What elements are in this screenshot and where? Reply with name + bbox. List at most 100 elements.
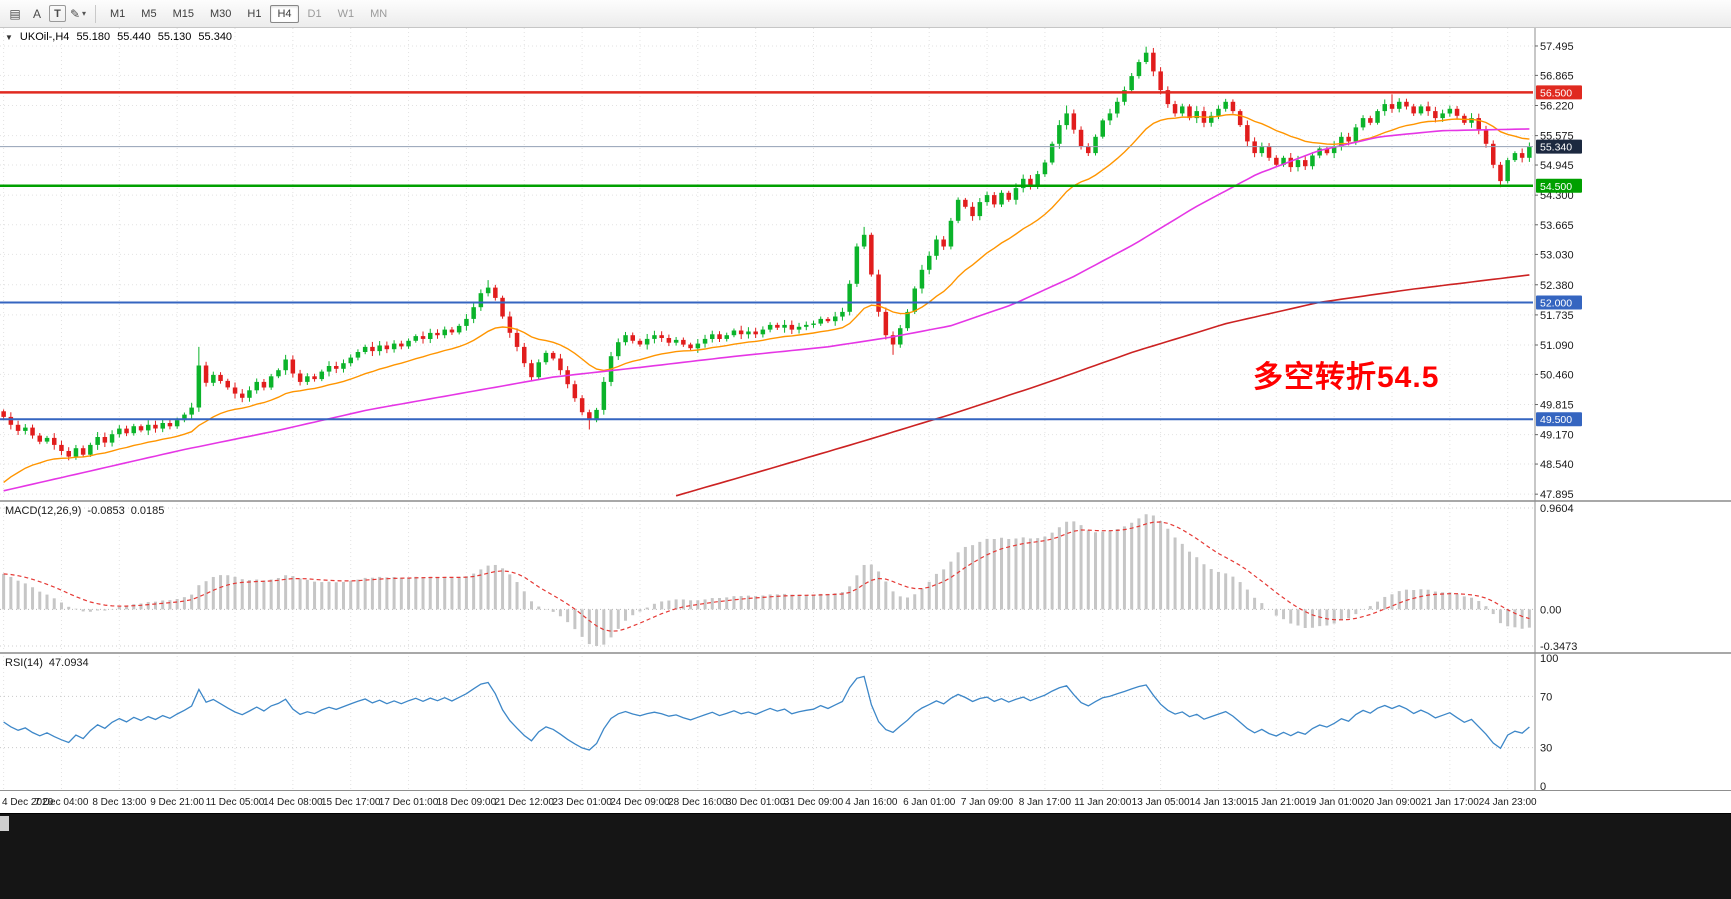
rsi-value: 47.0934 [48,657,89,669]
symbol-period-label: UKOil-,H4 [19,31,70,43]
svg-text:52.380: 52.380 [1540,280,1574,292]
rsi-name: RSI(14) [5,657,43,669]
price-axis[interactable]: 57.49556.86556.22055.57554.94554.30053.6… [1534,28,1582,793]
svg-text:19 Jan 01:00: 19 Jan 01:00 [1305,797,1363,808]
chart-list-icon: ▤ [9,6,21,21]
svg-text:11 Jan 20:00: 11 Jan 20:00 [1074,797,1132,808]
text-tool-icon: T [54,7,61,20]
svg-text:56.220: 56.220 [1540,100,1574,112]
toolbar: ▤ A T ✎ ▾ M1 M5 M15 M30 H1 H4 D1 W1 MN [0,0,1731,28]
svg-text:-0.3473: -0.3473 [1540,641,1577,653]
svg-text:53.030: 53.030 [1540,249,1574,261]
symbol-header: ▼ UKOil-,H4 55.180 55.440 55.130 55.340 [5,31,232,43]
svg-text:9 Dec 21:00: 9 Dec 21:00 [150,797,204,808]
svg-text:48.540: 48.540 [1540,459,1574,471]
svg-text:55.340: 55.340 [1540,142,1572,154]
svg-text:53.665: 53.665 [1540,220,1574,232]
timeframe-m1-button[interactable]: M1 [110,7,126,20]
svg-text:31 Dec 09:00: 31 Dec 09:00 [784,797,844,808]
svg-text:24 Dec 09:00: 24 Dec 09:00 [610,797,670,808]
svg-text:56.500: 56.500 [1540,87,1572,99]
close-value: 55.340 [198,31,233,43]
timeframe-h1-button[interactable]: H1 [247,7,262,20]
text-tool-button[interactable]: T [49,5,66,22]
svg-text:21 Jan 17:00: 21 Jan 17:00 [1421,797,1479,808]
svg-text:14 Dec 08:00: 14 Dec 08:00 [263,797,323,808]
open-value: 55.180 [76,31,111,43]
bottom-scrollbar[interactable] [0,813,1731,899]
toolbar-separator [95,4,96,23]
svg-text:49.500: 49.500 [1540,414,1572,426]
timeframe-m15-button[interactable]: M15 [172,7,194,20]
svg-text:49.815: 49.815 [1540,400,1574,412]
svg-text:47.895: 47.895 [1540,489,1574,501]
svg-text:11 Dec 05:00: 11 Dec 05:00 [206,797,265,808]
chart-list-button[interactable]: ▤ [5,4,25,24]
svg-text:52.000: 52.000 [1540,298,1572,310]
svg-text:70: 70 [1540,691,1552,703]
draw-tool-button[interactable]: ✎ ▾ [68,4,88,24]
candlestick-series[interactable] [1,46,1532,461]
low-value: 55.130 [157,31,192,43]
timeframe-mn-button[interactable]: MN [370,7,388,20]
svg-text:51.090: 51.090 [1540,340,1574,352]
high-value: 55.440 [117,31,151,43]
collapse-chevron-icon[interactable]: ▼ [5,32,13,42]
svg-text:28 Dec 16:00: 28 Dec 16:00 [668,797,728,808]
svg-text:24 Jan 23:00: 24 Jan 23:00 [1479,797,1537,808]
svg-text:7 Jan 09:00: 7 Jan 09:00 [961,797,1014,808]
svg-text:0.9604: 0.9604 [1540,503,1574,515]
svg-text:0.00: 0.00 [1540,604,1561,616]
chart-annotation: 多空转折54.5 [1253,361,1440,394]
svg-text:8 Jan 17:00: 8 Jan 17:00 [1019,797,1072,808]
macd-name: MACD(12,26,9) [5,505,82,517]
scrollbar-nub[interactable] [0,816,9,831]
svg-text:23 Dec 01:00: 23 Dec 01:00 [552,797,612,808]
rsi-pane[interactable] [0,675,1533,751]
arrow-tool-button[interactable]: A [27,4,47,24]
timeframe-w1-button[interactable]: W1 [337,7,355,20]
timeframe-d1-button[interactable]: D1 [307,7,322,20]
svg-text:56.865: 56.865 [1540,70,1574,82]
draw-tool-icon: ✎ [69,6,81,21]
svg-text:54.945: 54.945 [1540,160,1574,172]
rsi-label: RSI(14) 47.0934 [5,657,89,669]
moving-averages [3,113,1530,497]
timeframe-h4-button[interactable]: H4 [270,4,299,23]
svg-text:49.170: 49.170 [1540,430,1574,442]
macd-signal-value: 0.0185 [130,505,165,517]
svg-text:50.460: 50.460 [1540,369,1574,381]
macd-label: MACD(12,26,9) -0.0853 0.0185 [5,505,164,517]
svg-text:100: 100 [1540,653,1558,665]
svg-text:21 Dec 12:00: 21 Dec 12:00 [495,797,555,808]
timeframe-m5-button[interactable]: M5 [141,7,157,20]
svg-text:14 Jan 13:00: 14 Jan 13:00 [1190,797,1248,808]
svg-text:18 Dec 09:00: 18 Dec 09:00 [437,797,497,808]
timeframe-m30-button[interactable]: M30 [209,7,232,20]
horizontal-lines[interactable] [0,91,1533,421]
chart-region[interactable]: 57.495 56.865 56.220 55.575 54.945 54.300 53.6… [0,28,1731,813]
svg-text:6 Jan 01:00: 6 Jan 01:00 [903,797,956,808]
svg-text:13 Jan 05:00: 13 Jan 05:00 [1132,797,1190,808]
svg-text:54.300: 54.300 [1540,190,1574,202]
svg-text:17 Dec 01:00: 17 Dec 01:00 [379,797,439,808]
svg-text:7 Dec 04:00: 7 Dec 04:00 [34,797,88,808]
svg-text:51.735: 51.735 [1540,310,1574,322]
chart-canvas[interactable]: 57.49556.86556.22055.57554.94554.30053.6… [0,28,1731,813]
svg-text:54.500: 54.500 [1540,181,1572,193]
svg-text:15 Jan 21:00: 15 Jan 21:00 [1247,797,1305,808]
svg-text:0: 0 [1540,781,1546,793]
svg-text:4 Jan 16:00: 4 Jan 16:00 [845,797,898,808]
grid [0,28,1533,790]
chevron-down-icon: ▾ [82,9,87,18]
svg-text:20 Jan 09:00: 20 Jan 09:00 [1363,797,1421,808]
svg-text:4 Dec 2020: 4 Dec 2020 [2,797,54,808]
tool-button-group: ▤ A T ✎ ▾ [4,4,89,24]
timeframe-button-group: M1 M5 M15 M30 H1 H4 D1 W1 MN [102,4,395,23]
pane-separators [0,500,1731,791]
svg-text:57.495: 57.495 [1540,41,1574,53]
macd-pane[interactable] [0,507,1533,647]
svg-text:30: 30 [1540,743,1552,755]
